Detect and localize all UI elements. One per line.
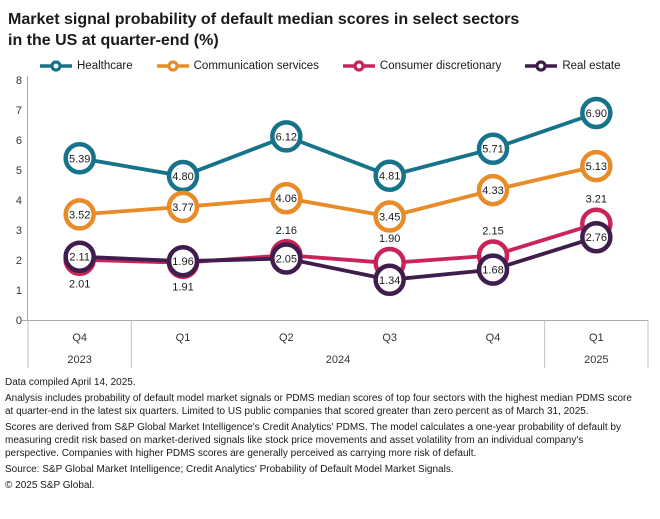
series-line: [79, 235, 597, 282]
line-chart: 0 1 2 3 4 5 6 7 8 Q4 Q1 Q2 Q3 Q4 Q1 2023 2024 2025 5.39 4.8…: [16, 75, 649, 369]
data-point-marker: [166, 159, 200, 193]
data-point-label: 3.52: [69, 210, 90, 222]
data-point-label: 2.76: [586, 232, 607, 244]
footnote-analysis: Analysis includes probability of default…: [5, 393, 632, 418]
data-point-label: 1.68: [482, 265, 503, 277]
x-tick-label: Q3: [382, 332, 397, 344]
data-point-marker: [63, 240, 96, 274]
data-point-marker: [166, 190, 200, 224]
data-point-label: 5.13: [586, 161, 607, 173]
series-healthcare: 5.39 4.80 6.12 4.81 5.71 6.90: [63, 96, 613, 193]
data-point-label: 6.90: [586, 108, 607, 120]
data-point-marker: [373, 159, 406, 193]
data-point-label: 3.21: [586, 194, 607, 206]
data-point-label: 2.05: [276, 254, 297, 266]
data-point-label: 3.77: [172, 202, 193, 214]
title-line-1: Market signal probability of default med…: [8, 11, 520, 28]
data-point-label: 2.15: [482, 226, 503, 238]
legend-label: Communication services: [193, 60, 319, 73]
data-point-label: 6.12: [276, 132, 297, 144]
series-line: [79, 111, 597, 179]
x-tick-label: Q2: [279, 332, 294, 344]
y-tick-label: 1: [16, 285, 22, 297]
legend-marker-icon: [342, 60, 375, 72]
chart-footnotes: Data compiled April 14, 2025. Analysis i…: [0, 374, 645, 492]
legend-item-real-estate: Real estate: [525, 60, 621, 73]
data-point-marker: [373, 263, 406, 297]
y-tick-label: 5: [16, 165, 22, 177]
series-real-estate: 2.11 1.96 2.05 1.34 1.68 2.76: [63, 221, 613, 297]
data-point-marker: [476, 174, 510, 207]
data-point-label: 3.45: [379, 212, 400, 224]
x-tick-label: Q4: [486, 332, 501, 344]
data-point-label: 1.91: [172, 282, 193, 294]
data-point-label: 2.01: [69, 279, 90, 291]
data-point-label: 1.34: [379, 275, 400, 287]
data-point-marker: [63, 142, 96, 175]
data-point-label: 4.06: [276, 193, 297, 205]
legend-marker-icon: [525, 60, 558, 72]
data-point-label: 4.81: [379, 171, 400, 183]
data-point-label: 1.96: [172, 256, 193, 268]
page-title: Market signal probability of default med…: [0, 0, 660, 51]
data-point-marker: [270, 120, 303, 153]
y-tick-label: 7: [16, 105, 22, 117]
y-tick-label: 4: [16, 195, 22, 207]
data-point-label: 4.80: [172, 171, 193, 183]
legend-label: Healthcare: [77, 60, 133, 73]
legend-label: Consumer discretionary: [379, 60, 502, 73]
x-tick-label: Q1: [589, 332, 604, 344]
y-tick-label: 8: [16, 75, 22, 87]
legend-item-consumer-discretionary: Consumer discretionary: [342, 60, 502, 73]
data-point-marker: [580, 150, 613, 183]
data-point-label: 2.11: [69, 252, 90, 264]
title-line-2: in the US at quarter-end (%): [8, 32, 219, 50]
series-line: [79, 164, 597, 219]
year-label: 2024: [326, 354, 350, 366]
y-tick-label: 3: [16, 225, 22, 237]
year-label: 2023: [67, 354, 91, 366]
data-point-label: 5.71: [482, 144, 503, 156]
footnote-scores: Scores are derived from S&P Global Marke…: [5, 422, 621, 460]
data-point-marker: [476, 253, 510, 287]
series-communication-services: 3.52 3.77 4.06 3.45 4.33 5.13: [63, 150, 613, 233]
data-point-label: 2.16: [276, 225, 297, 237]
y-tick-label: 0: [16, 315, 22, 327]
x-tick-label: Q4: [72, 332, 87, 344]
legend-item-healthcare: Healthcare: [40, 60, 133, 72]
copyright-line: © 2025 S&P Global.: [5, 480, 95, 492]
year-label: 2025: [584, 354, 608, 366]
legend-marker-icon: [40, 60, 72, 72]
chart-legend: Healthcare Communication services Consum…: [0, 51, 660, 74]
data-point-marker: [476, 132, 510, 166]
footnote-compiled: Data compiled April 14, 2025.: [5, 377, 136, 389]
data-point-marker: [580, 221, 613, 254]
data-point-marker: [580, 96, 613, 130]
legend-item-communication-services: Communication services: [156, 60, 319, 73]
y-tick-label: 6: [16, 135, 22, 147]
data-point-marker: [166, 245, 200, 278]
x-tick-label: Q1: [176, 332, 191, 344]
data-point-label: 1.90: [379, 233, 400, 245]
data-point-label: 4.33: [482, 185, 503, 197]
data-point-marker: [270, 182, 303, 215]
legend-marker-icon: [156, 60, 189, 72]
legend-label: Real estate: [562, 60, 621, 73]
data-point-marker: [373, 200, 406, 233]
data-point-label: 5.39: [69, 154, 90, 166]
y-tick-label: 2: [16, 255, 22, 267]
data-point-marker: [63, 198, 96, 231]
series-line: [79, 222, 597, 266]
source-line: Source: S&P Global Market Intelligence; …: [5, 464, 454, 476]
data-point-marker: [270, 242, 303, 275]
